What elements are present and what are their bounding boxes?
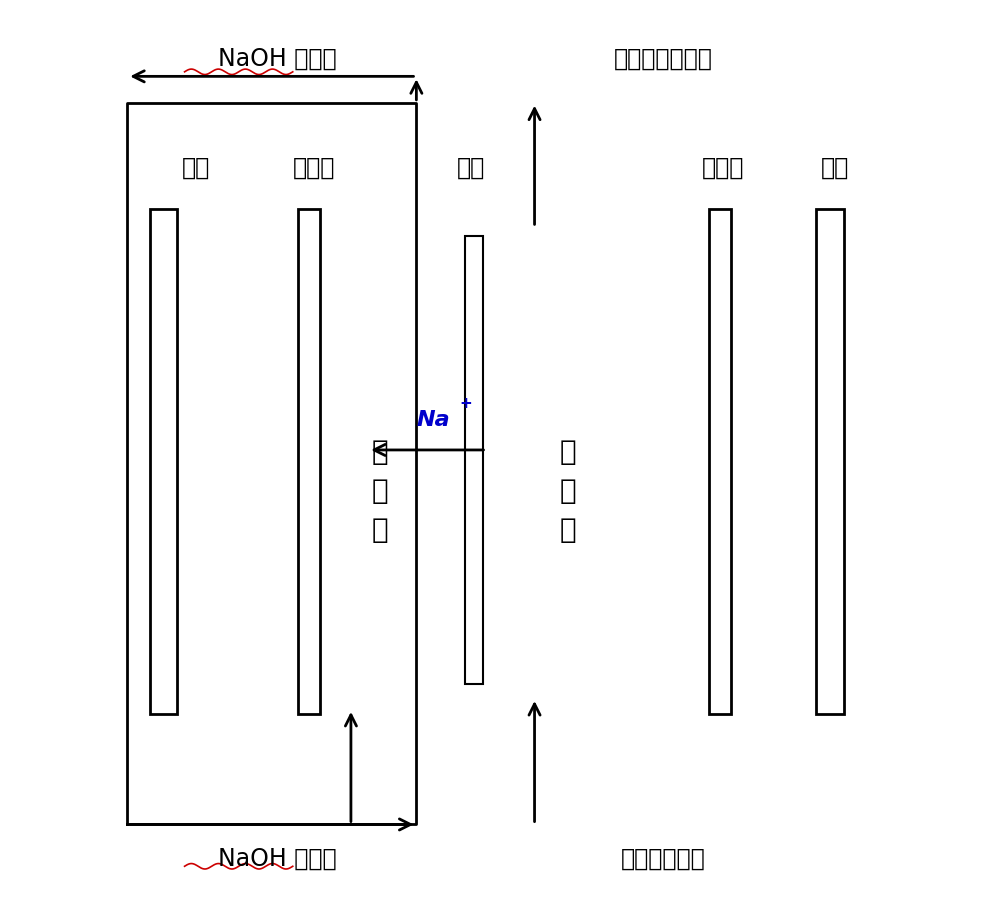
Bar: [709, 209, 731, 714]
Bar: [150, 209, 177, 714]
Text: 阴极: 阴极: [181, 156, 210, 180]
Text: 阳膜: 阳膜: [457, 156, 485, 180]
Text: 进
料
室: 进 料 室: [560, 438, 576, 544]
Bar: [298, 209, 320, 714]
Text: 双极膜: 双极膜: [702, 156, 744, 180]
Text: 双极膜: 双极膜: [292, 156, 335, 180]
Text: 混合苯酚钓盐: 混合苯酚钓盐: [621, 847, 706, 871]
Bar: [816, 209, 844, 714]
Text: NaOH 水溶液: NaOH 水溶液: [218, 47, 337, 71]
Text: 阳极: 阳极: [820, 156, 849, 180]
Text: 混合苯酚化合物: 混合苯酚化合物: [614, 47, 713, 71]
Text: NaOH 水溶液: NaOH 水溶液: [218, 847, 337, 871]
Text: 碱
液
室: 碱 液 室: [372, 438, 388, 544]
Bar: [465, 236, 483, 684]
Text: Na: Na: [416, 410, 450, 430]
Text: +: +: [459, 395, 472, 411]
